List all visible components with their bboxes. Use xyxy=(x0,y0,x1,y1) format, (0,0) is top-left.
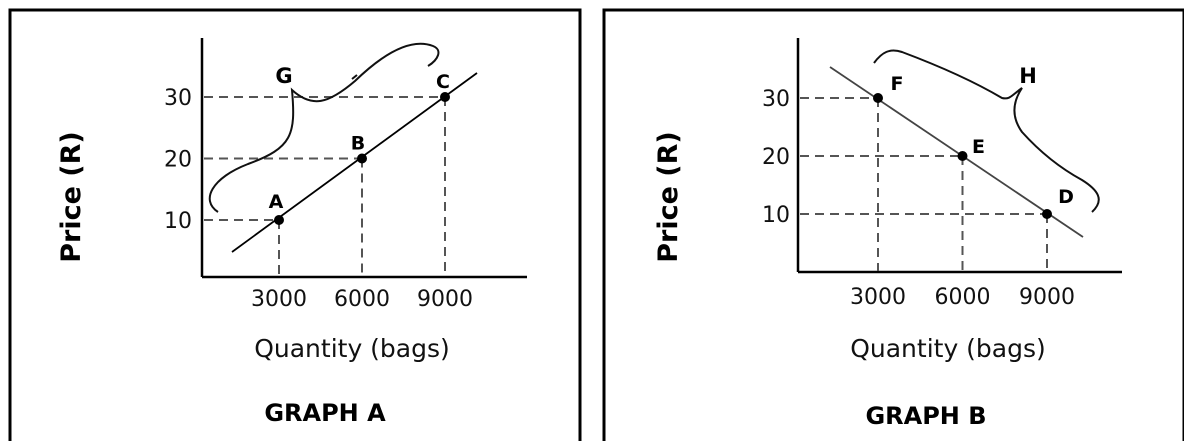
point-label-c: C xyxy=(436,71,450,93)
point-label-a: A xyxy=(269,191,284,213)
point-b xyxy=(357,153,367,164)
bracket-h xyxy=(873,49,1100,213)
graph-a: A B C 10 20 30 3000 6000 9000 Price (R) Quantity (… xyxy=(8,8,582,441)
y-axis-label: Price (R) xyxy=(56,131,87,263)
y-tick-label: 10 xyxy=(164,209,192,234)
graph-title: GRAPH A xyxy=(264,399,386,427)
demand-curve-line xyxy=(829,66,1084,238)
point-label-d: D xyxy=(1058,186,1074,208)
bracket-label-g: G xyxy=(275,64,292,88)
point-label-b: B xyxy=(351,133,365,155)
point-label-f: F xyxy=(891,73,904,95)
x-axis-label: Quantity (bags) xyxy=(254,334,450,363)
panel-frame xyxy=(602,8,1184,441)
y-tick-label: 20 xyxy=(164,148,192,173)
x-tick-label: 3000 xyxy=(850,285,906,310)
point-a xyxy=(274,215,284,225)
x-tick-label: 9000 xyxy=(417,287,473,312)
supply-curve-line xyxy=(231,72,478,253)
x-tick-label: 6000 xyxy=(935,285,991,310)
bracket-mark xyxy=(351,74,358,80)
y-axis-label: Price (R) xyxy=(653,131,684,263)
bracket-label-h: H xyxy=(1019,64,1037,88)
x-tick-label: 3000 xyxy=(251,287,307,312)
y-tick-label: 30 xyxy=(762,87,790,112)
point-c xyxy=(440,92,450,102)
graph-b: F E D 10 20 30 3000 6000 9000 Price (R) Quantity (… xyxy=(602,8,1184,441)
graph-title: GRAPH B xyxy=(865,402,986,430)
y-tick-label: 20 xyxy=(762,145,790,170)
x-axis-label: Quantity (bags) xyxy=(850,334,1046,363)
point-f xyxy=(873,93,883,103)
y-tick-label: 10 xyxy=(762,203,790,228)
x-tick-label: 9000 xyxy=(1019,285,1075,310)
point-d xyxy=(1042,209,1052,219)
x-tick-label: 6000 xyxy=(334,287,390,312)
bracket-g xyxy=(208,42,440,213)
point-e xyxy=(957,151,968,161)
y-tick-label: 30 xyxy=(164,86,192,111)
point-label-e: E xyxy=(972,136,985,158)
panel-frame xyxy=(8,8,582,441)
